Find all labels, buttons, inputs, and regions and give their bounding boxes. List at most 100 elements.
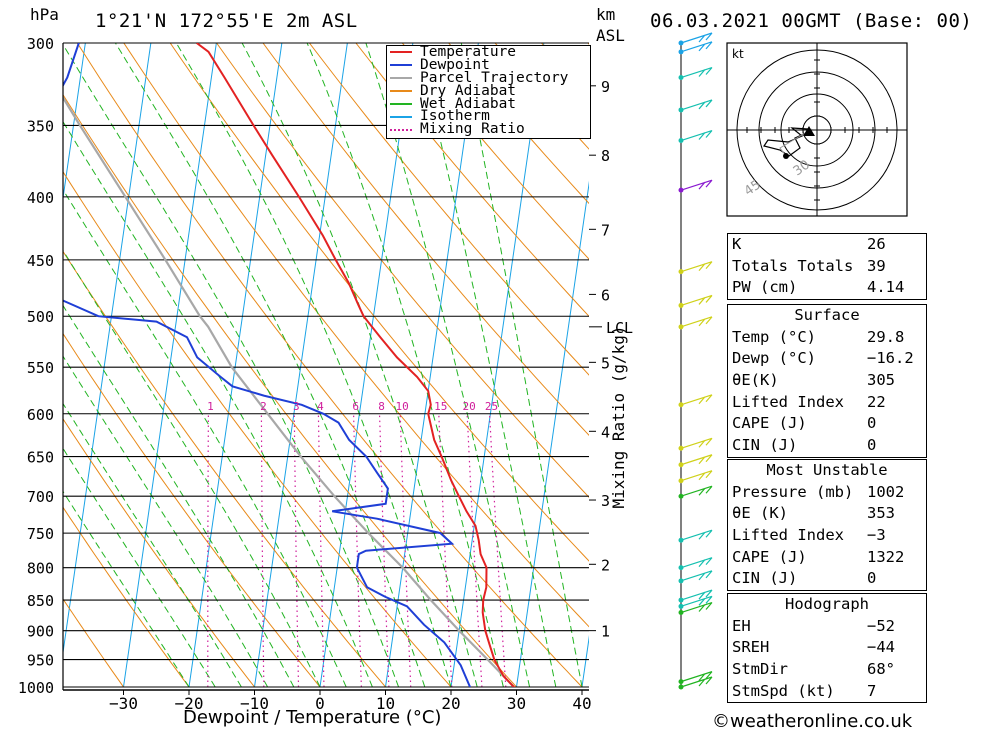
wind-barb bbox=[680, 454, 713, 466]
indices-most-unstable: Most Unstable Pressure (mb) 1002 θE (K) 35… bbox=[727, 459, 927, 592]
x-axis-title: Dewpoint / Temperature (°C) bbox=[183, 707, 442, 728]
isotherm-line bbox=[581, 634, 589, 687]
pressure-label: 650 bbox=[27, 449, 54, 467]
wind-barb bbox=[680, 676, 713, 688]
mixing-ratio-line bbox=[317, 413, 325, 687]
x-tick-label: 40 bbox=[572, 694, 591, 713]
temperature-profile bbox=[196, 43, 516, 687]
legend-swatch bbox=[390, 103, 412, 105]
wind-barb bbox=[680, 294, 713, 307]
legend-label: Parcel Trajectory bbox=[420, 69, 569, 86]
wind-barb bbox=[680, 595, 713, 607]
hodograph-end-dot bbox=[783, 153, 789, 159]
wet-adiabat-line bbox=[365, 43, 531, 687]
indices-hodograph: Hodograph EH −52 SREH −44 StmDir 68° StmSpd… bbox=[727, 593, 927, 704]
copyright[interactable]: ©weatheronline.co.uk bbox=[712, 711, 913, 732]
location-title: 1°21'N 172°55'E 2m ASL bbox=[95, 10, 358, 32]
dry-adiabat-line bbox=[63, 506, 190, 687]
index-row: CIN (J) 0 bbox=[732, 569, 877, 588]
x-tick-label: 20 bbox=[441, 694, 460, 713]
index-row: SREH −44 bbox=[732, 638, 895, 657]
indices-general: K 26 Totals Totals 39 PW (cm) 4.14 bbox=[727, 233, 927, 301]
dry-adiabat-line bbox=[63, 170, 452, 687]
index-row: θE (K) 353 bbox=[732, 504, 895, 523]
pressure-label: 1000 bbox=[18, 679, 54, 697]
wind-barb bbox=[680, 671, 713, 683]
indices-surface: Surface Temp (°C) 29.8 Dewp (°C) −16.2 θE(… bbox=[727, 304, 927, 458]
pressure-label: 550 bbox=[27, 359, 54, 377]
isotherm-line bbox=[516, 180, 589, 687]
wind-barb bbox=[680, 41, 713, 53]
x-tick-label: 30 bbox=[507, 694, 526, 713]
legend-swatch bbox=[390, 115, 412, 118]
legend: Temperature Dewpoint Parcel Trajectory Dry … bbox=[386, 45, 591, 139]
mixing-ratio-label: 4 bbox=[317, 400, 324, 413]
index-row: Lifted Index 22 bbox=[732, 392, 886, 411]
wet-adiabat-line bbox=[241, 43, 478, 687]
isotherm-line bbox=[319, 43, 414, 687]
km-label: 9 bbox=[601, 78, 610, 96]
pressure-label: 300 bbox=[27, 35, 54, 53]
mixing-ratio-label: 2 bbox=[260, 400, 267, 413]
wind-barb bbox=[680, 589, 713, 601]
x-tick-label: 10 bbox=[376, 694, 395, 713]
wind-barb bbox=[680, 66, 713, 79]
wet-adiabat-line bbox=[63, 402, 242, 687]
km-label: 2 bbox=[601, 556, 610, 574]
wind-barb bbox=[680, 129, 713, 142]
km-label: 4 bbox=[601, 423, 610, 441]
legend-swatch bbox=[390, 64, 412, 67]
km-label: 5 bbox=[601, 354, 610, 372]
index-row: θE(K) 305 bbox=[732, 371, 895, 390]
lcl-label: LCL bbox=[606, 319, 633, 337]
index-row: Dewp (°C) −16.2 bbox=[732, 349, 914, 368]
height-unit-km: km bbox=[596, 5, 616, 24]
wind-barb bbox=[680, 32, 713, 44]
x-tick-label: 0 bbox=[315, 694, 325, 713]
legend-label: Dry Adiabat bbox=[420, 82, 517, 99]
hodograph-trace-gray bbox=[779, 128, 813, 157]
legend-item: Isotherm bbox=[387, 108, 590, 125]
legend-label: Temperature bbox=[420, 44, 517, 60]
pressure-label: 450 bbox=[27, 252, 54, 270]
profiles bbox=[63, 43, 516, 687]
legend-label: Isotherm bbox=[420, 108, 490, 125]
isotherm-line bbox=[63, 43, 86, 202]
hodograph-title: Hodograph bbox=[785, 595, 869, 613]
hodograph-trace bbox=[763, 127, 809, 157]
wet-adiabat-line bbox=[63, 490, 190, 687]
datetime-title: 06.03.2021 00GMT (Base: 00) bbox=[650, 10, 973, 32]
mixing-ratio-line bbox=[293, 413, 300, 687]
dry-adiabat-line bbox=[63, 93, 517, 687]
pressure-label: 950 bbox=[27, 652, 54, 670]
surface-title: Surface bbox=[794, 306, 860, 324]
km-label: 6 bbox=[601, 286, 610, 304]
wind-barb bbox=[680, 470, 713, 482]
km-label: 1 bbox=[601, 623, 610, 641]
wind-barb bbox=[680, 485, 713, 497]
legend-swatch bbox=[390, 90, 412, 93]
wet-adiabat-line bbox=[114, 43, 426, 687]
legend-item: Dewpoint bbox=[387, 56, 590, 73]
parcel-trajectory-profile bbox=[63, 95, 516, 687]
mixing-ratio-label: 10 bbox=[396, 400, 409, 413]
index-row: PW (cm) 4.14 bbox=[732, 278, 905, 297]
mixing-ratio-label: 1 bbox=[207, 400, 214, 413]
wind-barb bbox=[680, 529, 713, 541]
wet-adiabat-line bbox=[63, 43, 400, 687]
km-label: 7 bbox=[601, 221, 610, 239]
pressure-label: 900 bbox=[27, 623, 54, 641]
x-tick-label: −20 bbox=[175, 694, 204, 713]
legend-item: Dry Adiabat bbox=[387, 82, 590, 99]
storm-motion-marker bbox=[803, 126, 815, 136]
legend-label: Wet Adiabat bbox=[420, 95, 517, 112]
mixing-ratio-label: 3 bbox=[293, 400, 300, 413]
hodograph-unit: kt bbox=[732, 47, 744, 61]
pressure-label: 500 bbox=[27, 308, 54, 326]
dry-adiabat-line bbox=[309, 43, 589, 376]
wet-adiabat-line bbox=[175, 43, 452, 687]
legend-label: Dewpoint bbox=[420, 56, 490, 73]
wind-barb bbox=[680, 394, 713, 406]
mixing-ratio-label: 20 bbox=[462, 400, 475, 413]
